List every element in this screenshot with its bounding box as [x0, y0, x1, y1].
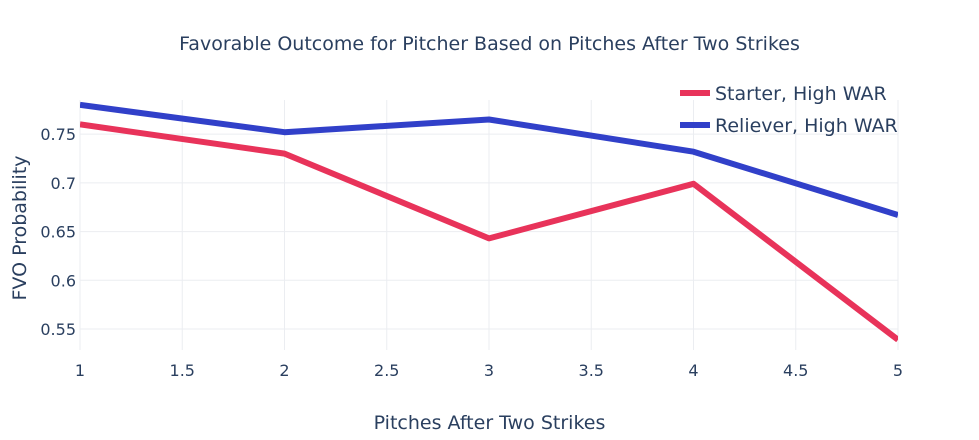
- y-tick-label: 0.65: [40, 223, 76, 242]
- series-layer: [80, 101, 898, 343]
- legend-item: Reliever, High WAR: [680, 115, 898, 137]
- series-line-starter-high-war: [80, 121, 898, 343]
- x-tick-label: 1.5: [170, 361, 195, 380]
- x-axis-title: Pitches After Two Strikes: [374, 412, 606, 434]
- legend-label: Starter, High WAR: [715, 83, 887, 105]
- y-tick-label: 0.7: [51, 174, 76, 193]
- x-tick-label: 4: [688, 361, 698, 380]
- series-line-reliever-high-war: [80, 101, 898, 218]
- grid-layer: [79, 100, 899, 350]
- x-tick-label: 3.5: [579, 361, 604, 380]
- x-axis-ticks: 1 1.5 2 2.5 3 3.5 4 4.5 5: [75, 361, 903, 380]
- x-tick-label: 5: [893, 361, 903, 380]
- x-tick-label: 2: [279, 361, 289, 380]
- chart-title: Favorable Outcome for Pitcher Based on P…: [179, 33, 800, 55]
- y-tick-label: 0.6: [51, 271, 76, 290]
- x-tick-label: 1: [75, 361, 85, 380]
- y-axis-ticks: 0.55 0.6 0.65 0.7 0.75: [40, 125, 76, 339]
- legend: Starter, High WAR Reliever, High WAR: [680, 83, 898, 137]
- x-tick-label: 3: [484, 361, 494, 380]
- legend-label: Reliever, High WAR: [715, 115, 898, 137]
- legend-item: Starter, High WAR: [680, 83, 887, 105]
- y-tick-label: 0.55: [40, 320, 76, 339]
- y-tick-label: 0.75: [40, 125, 76, 144]
- x-tick-label: 2.5: [374, 361, 399, 380]
- y-axis-title: FVO Probability: [9, 155, 31, 300]
- x-tick-label: 4.5: [783, 361, 808, 380]
